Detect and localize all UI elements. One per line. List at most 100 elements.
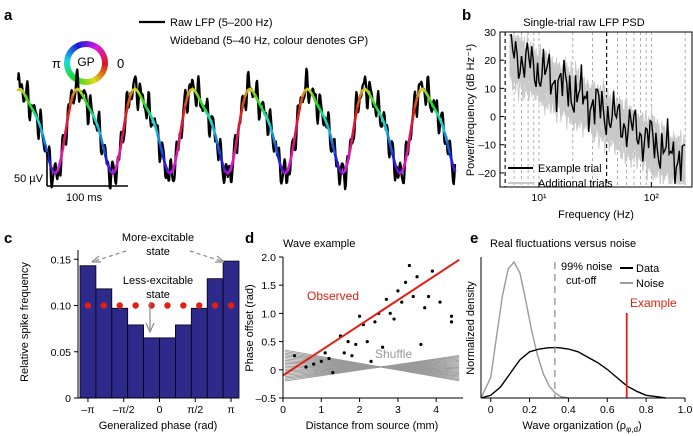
psd-y-tick-label: 10 [484, 83, 496, 95]
gp-wheel-right-label: 0 [117, 56, 124, 71]
density-x-tick-label: 0.8 [639, 404, 654, 416]
legend-label-example-trial: Example trial [538, 163, 602, 175]
legend-label-data: Data [636, 263, 660, 275]
gp-ring-segment [65, 68, 73, 74]
scatter-point [304, 365, 308, 369]
panel-e-data-curve [480, 347, 666, 399]
histogram-bar [222, 260, 240, 399]
gp-ring-segment [96, 46, 103, 53]
hist-y-tick-label: 0 [65, 393, 71, 405]
gp-ring-segment [88, 41, 94, 49]
panel-d-title: Wave example [283, 238, 355, 250]
uniform-dot [132, 302, 139, 309]
wideband-segment [351, 118, 357, 137]
wideband-segment [391, 153, 397, 166]
scatter-x-tick-label: 0 [280, 404, 286, 416]
scatter-point [342, 351, 346, 355]
histogram-bar [127, 324, 144, 399]
panel-b-example-trace [509, 33, 686, 184]
scatter-point [319, 359, 323, 363]
panel-d-y-label: Phase offset (rad) [244, 284, 256, 371]
wideband-segment [39, 125, 45, 137]
panel-b-x-label: Frequency (Hz) [558, 209, 634, 221]
wideband-segment [176, 132, 182, 151]
wideband-segment [218, 153, 225, 166]
panel-b-title: Single-trial raw LFP PSD [523, 17, 645, 29]
wideband-segment [408, 118, 414, 137]
density-x-tick-label: 0.4 [561, 404, 576, 416]
wideband-segment [174, 147, 180, 163]
wideband-segment [116, 147, 122, 163]
uniform-dot [196, 302, 203, 309]
wideband-segment [64, 116, 70, 135]
wideband-segment [69, 93, 75, 106]
hist-x-tick-label: 0 [157, 404, 163, 416]
wideband-segment [276, 153, 282, 166]
wideband-segment [211, 125, 217, 137]
scatter-point [327, 356, 331, 361]
scatter-point [312, 362, 316, 366]
panel-a-letter: a [4, 7, 13, 24]
psd-y-tick-label: 0 [490, 112, 496, 124]
scatter-point [449, 320, 454, 324]
panel-e-x-label: Wave organization (ρφ,d) [522, 420, 641, 434]
wideband-segment [171, 160, 177, 172]
scatter-point [331, 371, 335, 375]
raw-lfp-trace [16, 67, 457, 191]
uniform-dot [116, 302, 123, 309]
panel-c-y-ticks: 0 0.05 0.10 0.15 [51, 254, 78, 405]
scatter-point [438, 300, 442, 304]
wideband-segment [233, 132, 240, 151]
scatter-y-tick-label: 0 [270, 365, 276, 377]
wideband-segment [293, 117, 299, 136]
density-x-tick-label: 1.0 [678, 404, 693, 416]
wideband-segment [101, 143, 107, 158]
wideband-segment [99, 133, 105, 147]
panel-b-axes-frame [499, 31, 693, 188]
wideband-segment [288, 148, 294, 164]
wideband-segment [114, 159, 120, 172]
wideband-segment [41, 134, 47, 147]
scatter-y-tick-label: 1.5 [261, 280, 276, 292]
psd-y-tick-label: –20 [478, 168, 496, 180]
gp-ring-segment [69, 46, 76, 53]
panel-e-legend: Data Noise [620, 263, 664, 290]
scatter-point [423, 306, 427, 310]
wideband-segment [268, 124, 275, 136]
wideband-segment [271, 133, 277, 146]
wideband-segment [443, 132, 449, 145]
wideband-segment [66, 103, 72, 119]
wideband-segment [343, 161, 349, 172]
uniform-dot [227, 302, 235, 309]
wideband-segment [333, 153, 339, 166]
panel-d-x-ticks: 0 1 2 3 4 [280, 398, 439, 416]
wideband-segment [273, 143, 280, 157]
scatter-point [388, 311, 392, 315]
wideband-segment [119, 131, 125, 150]
wideband-segment [411, 104, 417, 122]
scatter-point [400, 300, 404, 304]
panel-c-x-ticks: –π –π/2 0 π/2 π [81, 398, 235, 416]
panel-e-cutoff-label-line1: 99% noise [561, 261, 612, 273]
scatter-point [407, 263, 411, 268]
panel-d-shuffle-label: Shuffle [375, 347, 412, 361]
wideband-segment [179, 116, 185, 135]
histogram-bar [190, 307, 208, 399]
panel-c-bars [79, 260, 240, 399]
panel-d-y-ticks: –0.5 0 0.5 1.0 1.5 2.0 [256, 252, 283, 405]
wideband-segment [181, 103, 187, 120]
scatter-point [357, 314, 362, 318]
hist-x-tick-label: –π [81, 404, 94, 416]
wideband-segment [356, 94, 362, 108]
wideband-segment [286, 160, 292, 172]
histogram-bar [174, 324, 192, 399]
gp-wheel-left-label: π [52, 56, 61, 71]
annotation-less-excitable: Less-excitable [123, 275, 193, 287]
wideband-segment [46, 154, 52, 167]
scatter-x-tick-label: 3 [395, 404, 401, 416]
gp-ring-segment [64, 55, 72, 61]
wideband-segment [154, 125, 160, 137]
panel-e-x-label-main: Wave organization (ρ [522, 420, 626, 432]
scatter-point [369, 359, 373, 363]
